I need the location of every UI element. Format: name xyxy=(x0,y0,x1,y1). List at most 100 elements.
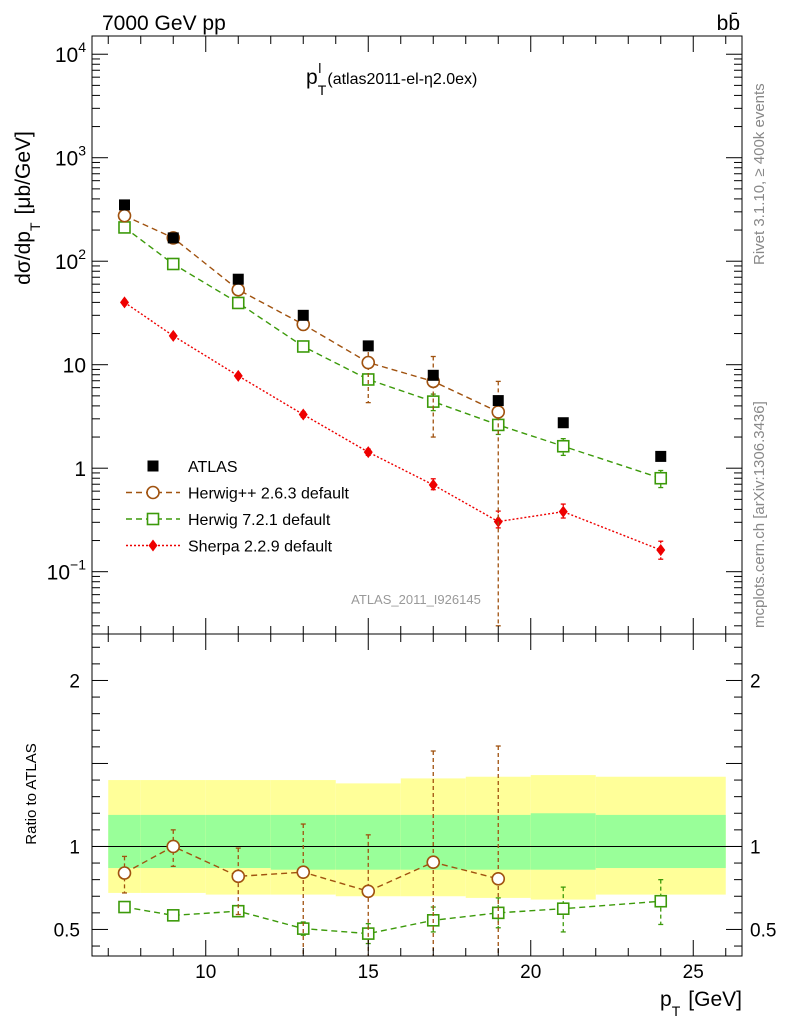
main-y-axis-label: dσ/dpT [μb/GeV] xyxy=(12,131,43,285)
main-y-tick-label: 10−1 xyxy=(47,557,87,585)
ratio-axis-ticks xyxy=(92,634,742,956)
main-y-tick-label-base: 1 xyxy=(74,458,86,481)
ratio-inner-band-segment xyxy=(205,814,271,869)
main-herwigpp-line xyxy=(124,215,499,413)
main-data-point xyxy=(492,395,504,407)
plot-title-main: p xyxy=(306,66,318,89)
ratio-herwigpp-point xyxy=(361,884,376,899)
main-herwig7-point xyxy=(231,296,245,310)
ratio-y-tick-label-left: 1 xyxy=(69,837,80,858)
main-herwig7-point xyxy=(556,439,570,453)
main-sherpa-point xyxy=(298,408,308,421)
main-y-tick-label-base: 10 xyxy=(63,355,86,378)
ratio-inner-band-segment xyxy=(595,814,726,869)
main-y-axis-label-main: dσ/dp xyxy=(12,231,35,285)
x-axis-label: pT [GeV] xyxy=(660,988,742,1019)
main-y-tick-label: 104 xyxy=(55,39,86,67)
main-y-tick-label-base: 10 xyxy=(55,44,78,67)
main-y-tick-label-base: 10 xyxy=(47,562,70,585)
ratio-panel-frame xyxy=(91,633,743,957)
ratio-y-axis-label: Ratio to ATLAS xyxy=(23,743,40,844)
x-tick-label: 15 xyxy=(358,962,379,983)
ratio-y-tick-label-left: 0.5 xyxy=(54,920,80,941)
ratio-herwig7-point xyxy=(556,902,570,915)
legend-herwig7-label: Herwig 7.2.1 default xyxy=(188,512,331,529)
main-y-tick-label-exponent: 2 xyxy=(78,246,86,262)
ratio-panel: 0.5 0.5 1 1 2 2 10 15 20 25 xyxy=(54,633,777,983)
main-y-axis-label-unit: [μb/GeV] xyxy=(12,131,35,214)
main-y-axis-label-sub: T xyxy=(27,222,43,231)
main-sherpa-point xyxy=(233,369,243,382)
main-herwigpp-point xyxy=(361,355,376,370)
main-herwigpp-point xyxy=(117,208,132,223)
legend-data-label: ATLAS xyxy=(188,459,238,476)
legend-sherpa-label: Sherpa 2.2.9 default xyxy=(188,539,333,556)
x-tick-label: 10 xyxy=(195,962,216,983)
legend-sherpa-marker xyxy=(148,539,158,552)
main-herwig7-point xyxy=(118,221,131,234)
main-data-point xyxy=(655,450,667,462)
main-herwig7-point xyxy=(654,471,668,485)
main-sherpa-point xyxy=(168,329,178,342)
main-data-point xyxy=(362,340,374,352)
main-herwig7-point xyxy=(166,257,180,271)
ratio-herwigpp-point xyxy=(231,869,246,884)
ratio-herwigpp-point xyxy=(166,839,181,854)
ratio-herwigpp-point xyxy=(296,865,311,879)
legend-herwigpp-label: Herwig++ 2.6.3 default xyxy=(188,486,350,503)
ratio-tick-labels: 0.5 0.5 1 1 2 2 10 15 20 25 xyxy=(54,671,777,983)
main-y-tick-label-exponent: −1 xyxy=(70,557,86,573)
plot-title-sup: l xyxy=(318,60,321,76)
main-sherpa-point xyxy=(363,446,373,459)
main-herwig7-line xyxy=(124,226,661,479)
ratio-y-tick-label-right: 1 xyxy=(750,837,761,858)
main-herwigpp-point xyxy=(231,282,246,297)
ratio-herwigpp-point xyxy=(117,866,132,880)
main-y-tick-label-base: 10 xyxy=(55,148,78,171)
main-sherpa-point xyxy=(428,478,438,491)
legend: ATLAS Herwig++ 2.6.3 default Herwig 7.2.1 … xyxy=(126,459,350,556)
ratio-y-tick-label-right: 0.5 xyxy=(750,920,776,941)
ratio-y-tick-label-right: 2 xyxy=(750,671,761,692)
main-y-tick-label-exponent: 3 xyxy=(78,143,86,159)
ratio-uncertainty-bands xyxy=(108,775,726,900)
main-sherpa-point xyxy=(120,296,129,309)
plot-title-sub: T xyxy=(318,82,327,98)
ratio-plot-content xyxy=(117,745,668,956)
main-sherpa-point xyxy=(656,544,666,557)
legend-data-marker xyxy=(147,460,159,472)
mcplots-reference-label: mcplots.cern.ch [arXiv:1306.3436] xyxy=(751,401,768,628)
main-sherpa-line xyxy=(124,301,662,551)
header-right-title: bb̄ xyxy=(717,12,740,35)
main-data-point xyxy=(232,273,244,285)
x-axis-label-main: p xyxy=(660,988,672,1011)
main-plot-content xyxy=(117,199,668,627)
main-axis-ticks xyxy=(92,36,742,634)
main-y-tick-label: 103 xyxy=(55,143,86,171)
ratio-y-tick-label-left: 2 xyxy=(69,671,80,692)
main-data-point xyxy=(557,417,569,429)
x-axis-label-unit: [GeV] xyxy=(688,988,742,1011)
rivet-version-label: Rivet 3.1.10, ≥ 400k events xyxy=(751,83,768,265)
main-data-point xyxy=(119,199,130,211)
main-y-tick-label: 10 xyxy=(63,355,86,378)
ratio-herwigpp-point xyxy=(491,872,506,886)
main-sherpa-point xyxy=(558,505,568,518)
ratio-inner-band-segment xyxy=(530,813,596,870)
main-y-tick-label-base: 10 xyxy=(55,251,78,274)
x-tick-label: 20 xyxy=(520,962,541,983)
ratio-herwig7-point xyxy=(654,894,668,908)
header-left-title: 7000 GeV pp xyxy=(102,12,226,35)
x-axis-label-sub: T xyxy=(672,1003,681,1019)
ratio-herwigpp-point xyxy=(426,855,441,870)
ratio-herwig7-line xyxy=(124,900,661,935)
plot-title: pTl (atlas2011-el-η2.0ex) xyxy=(306,60,477,98)
analysis-watermark: ATLAS_2011_I926145 xyxy=(351,592,481,607)
main-herwigpp-point xyxy=(491,405,506,419)
ratio-herwig7-point xyxy=(118,900,131,914)
main-y-tick-label: 1 xyxy=(74,458,86,481)
main-data-point xyxy=(297,309,309,321)
legend-herwig7-marker xyxy=(146,512,160,526)
